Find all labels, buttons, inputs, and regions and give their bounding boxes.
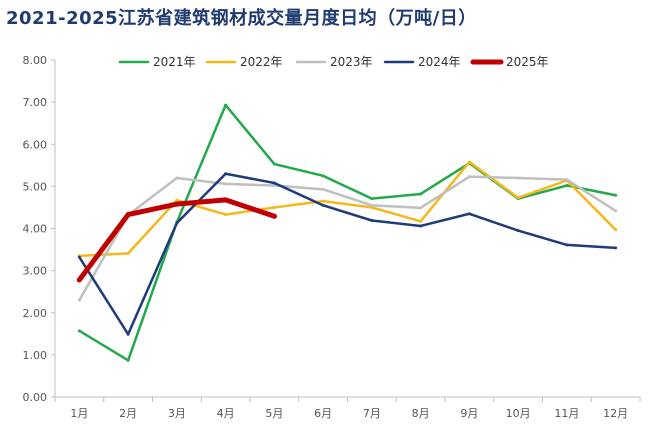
data-point — [321, 199, 325, 203]
data-point — [419, 192, 423, 196]
legend-label: 2023年 — [330, 55, 373, 69]
x-tick-label: 11月 — [554, 407, 579, 420]
data-point — [272, 184, 276, 188]
data-point — [370, 218, 374, 222]
data-point — [175, 221, 179, 225]
series-line-1 — [78, 103, 617, 362]
data-point — [419, 219, 423, 223]
x-tick-label: 3月 — [168, 407, 186, 420]
legend: 2021年 2022年 2023年 2024年 2025年 — [118, 55, 549, 69]
legend-label: 2025年 — [506, 55, 549, 69]
x-tick-label: 7月 — [363, 407, 381, 420]
chart-title: 2021-2025江苏省建筑钢材成交量月度日均（万吨/日） — [6, 8, 477, 29]
x-tick-label: 8月 — [412, 407, 430, 420]
data-point — [614, 209, 618, 213]
data-point — [77, 255, 81, 259]
data-point — [272, 181, 276, 185]
data-point — [467, 175, 471, 179]
data-point — [565, 243, 569, 247]
data-point — [614, 193, 618, 197]
x-tick-label: 2月 — [119, 407, 137, 420]
data-point — [565, 184, 569, 188]
data-point — [516, 229, 520, 233]
y-tick-label: 0.00 — [23, 391, 48, 404]
data-point — [126, 332, 130, 336]
data-point — [370, 205, 374, 209]
y-tick-label: 4.00 — [23, 223, 48, 236]
data-point — [565, 178, 569, 182]
x-tick-label: 10月 — [506, 407, 531, 420]
data-point — [224, 103, 228, 107]
data-point — [224, 182, 228, 186]
x-tick-label: 1月 — [70, 407, 88, 420]
data-point — [272, 205, 276, 209]
data-point — [370, 197, 374, 201]
series-line-2 — [78, 160, 617, 258]
legend-label: 2024年 — [418, 55, 461, 69]
legend-label: 2021年 — [153, 55, 196, 69]
data-point — [271, 213, 277, 219]
data-point — [321, 203, 325, 207]
data-point — [76, 277, 82, 283]
data-point — [370, 203, 374, 207]
y-axis: 0.00 1.00 2.00 3.00 4.00 5.00 6.00 7.00 8.00 — [23, 54, 56, 404]
x-axis: 1月 2月 3月 4月 5月 6月 7月 8月 9月 10月 11月 12月 — [54, 396, 641, 420]
data-point — [174, 201, 180, 207]
data-point — [614, 228, 618, 232]
y-tick-label: 6.00 — [23, 138, 48, 151]
data-point — [77, 298, 81, 302]
series-layer — [76, 103, 618, 362]
data-point — [614, 246, 618, 250]
x-tick-label: 5月 — [265, 407, 283, 420]
legend-label: 2022年 — [240, 55, 283, 69]
y-tick-label: 1.00 — [23, 349, 48, 362]
data-point — [224, 172, 228, 176]
y-tick-label: 5.00 — [23, 180, 48, 193]
series-line-4 — [78, 172, 617, 336]
data-point — [467, 212, 471, 216]
data-point — [516, 196, 520, 200]
data-point — [321, 174, 325, 178]
data-point — [77, 329, 81, 333]
data-point — [467, 160, 471, 164]
data-point — [126, 251, 130, 255]
y-tick-label: 7.00 — [23, 96, 48, 109]
x-tick-label: 6月 — [314, 407, 332, 420]
data-point — [516, 176, 520, 180]
data-point — [125, 212, 131, 218]
data-point — [272, 162, 276, 166]
x-tick-label: 4月 — [217, 407, 235, 420]
data-point — [321, 187, 325, 191]
series-line-3 — [78, 175, 617, 302]
y-tick-label: 2.00 — [23, 307, 48, 320]
data-point — [419, 224, 423, 228]
data-point — [224, 213, 228, 217]
y-tick-label: 3.00 — [23, 265, 48, 278]
data-point — [175, 176, 179, 180]
data-point — [419, 206, 423, 210]
data-point — [175, 198, 179, 202]
data-point — [126, 358, 130, 362]
x-tick-label: 12月 — [603, 407, 628, 420]
y-tick-label: 8.00 — [23, 54, 48, 67]
data-point — [223, 197, 229, 203]
x-tick-label: 9月 — [460, 407, 478, 420]
